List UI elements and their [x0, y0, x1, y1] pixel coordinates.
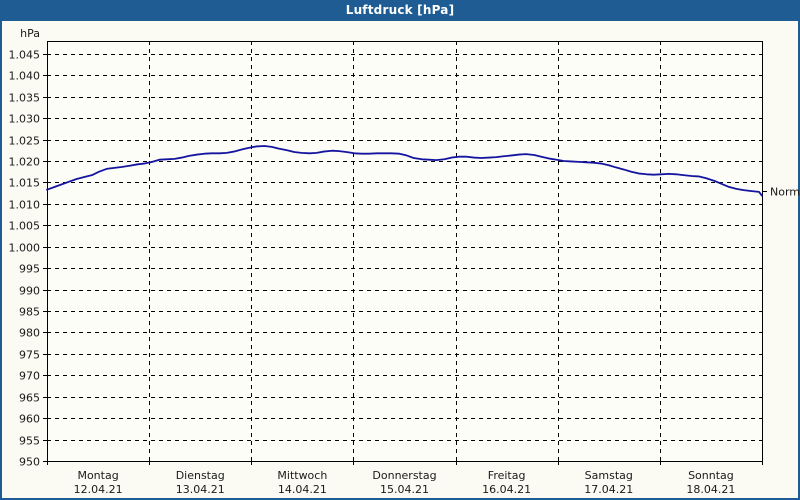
y-axis-tick-label: 1.020 [9, 156, 41, 169]
y-axis-tick-label: 1.030 [9, 113, 41, 126]
y-axis-tick-label: 985 [19, 306, 40, 319]
y-axis-tick-label: 955 [19, 435, 40, 448]
plot-background [47, 41, 762, 461]
x-axis-day-label: Montag [77, 469, 118, 482]
chart-svg: 1.045 1.040 1.035 1.030 1.025 1.020 1.015 1.010… [9, 27, 800, 496]
x-axis-day-label: Sonntag [688, 469, 734, 482]
window-title-bar: Luftdruck [hPa] [0, 0, 800, 21]
y-axis-tick-label: 975 [19, 349, 40, 362]
pressure-chart: 1.045 1.040 1.035 1.030 1.025 1.020 1.015 1.010… [0, 21, 800, 500]
y-axis-tick-label: 1.000 [9, 242, 41, 255]
y-axis-unit-label: hPa [20, 27, 40, 40]
y-axis-tick-label: 990 [19, 285, 40, 298]
y-axis-tick-label: 950 [19, 456, 40, 469]
y-axis-tick-label: 980 [19, 327, 40, 340]
y-axis-tick-label: 1.005 [9, 220, 41, 233]
x-axis-date-label: 14.04.21 [278, 483, 327, 496]
x-axis-day-label: Dienstag [176, 469, 225, 482]
y-axis-tick-label: 1.040 [9, 70, 41, 83]
x-axis-date-label: 16.04.21 [482, 483, 531, 496]
x-axis-day-label: Freitag [488, 469, 526, 482]
normal-annotation-label: Normal [770, 186, 800, 199]
y-axis-tick-label: 965 [19, 392, 40, 405]
x-axis-date-label: 12.04.21 [74, 483, 123, 496]
data-series-line [46, 145, 763, 197]
x-axis-date-label: 15.04.21 [380, 483, 429, 496]
y-axis-tick-label: 960 [19, 413, 40, 426]
y-axis-tick-label: 1.015 [9, 177, 41, 190]
x-axis-day-label: Donnerstag [372, 469, 436, 482]
y-axis-tick-label: 1.045 [9, 49, 41, 62]
y-axis-tick-label: 1.035 [9, 92, 41, 105]
y-axis-tick-label: 1.025 [9, 135, 41, 148]
y-axis-tick-label: 970 [19, 370, 40, 383]
x-axis-date-label: 13.04.21 [176, 483, 225, 496]
y-axis-tick-label: 995 [19, 263, 40, 276]
x-axis-day-label: Mittwoch [277, 469, 327, 482]
x-axis-date-label: 17.04.21 [584, 483, 633, 496]
page-title: Luftdruck [hPa] [345, 3, 455, 17]
x-axis-day-label: Samstag [585, 469, 633, 482]
plot-frame [46, 40, 764, 463]
y-axis-tick-label: 1.010 [9, 199, 41, 212]
x-axis-date-label: 18.04.21 [686, 483, 735, 496]
